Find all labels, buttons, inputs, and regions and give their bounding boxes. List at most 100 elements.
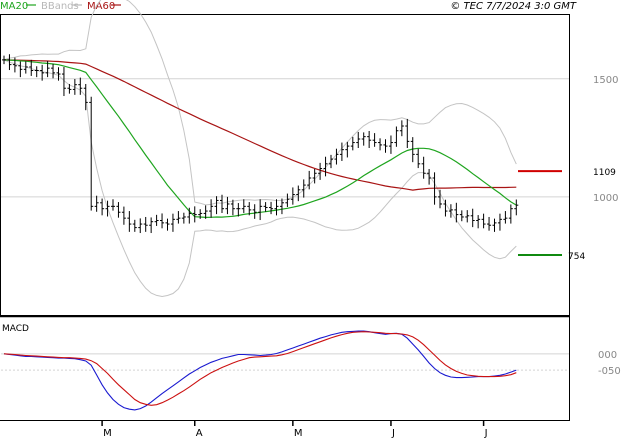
ohlc-bar — [443, 199, 448, 217]
ohlc-bar — [51, 63, 56, 79]
ohlc-bar — [481, 213, 486, 229]
ohlc-bar — [367, 130, 372, 148]
ohlc-bar — [258, 199, 263, 221]
ohlc-bar — [438, 189, 442, 209]
ohlc-bar — [301, 179, 306, 198]
bband-upper-line — [3, 0, 517, 206]
ohlc-bar — [220, 194, 224, 213]
copyright-text: © TEC 7/7/2024 3:0 GMT — [450, 1, 577, 12]
macd-line — [3, 330, 517, 411]
legend-ma20-label: MA20 — [0, 1, 28, 12]
ohlc-bar — [394, 126, 399, 147]
ohlc-bar — [269, 201, 274, 215]
signal-line — [3, 331, 517, 406]
ohlc-bar — [345, 141, 350, 158]
ohlc-bar — [170, 213, 175, 232]
ohlc-bar — [236, 203, 241, 217]
ohlc-bar — [111, 199, 115, 211]
ohlc-bar — [34, 66, 39, 78]
ohlc-bar — [399, 120, 404, 137]
ohlc-bar — [23, 61, 28, 74]
ohlc-bar — [127, 211, 132, 232]
ohlc-bar — [274, 199, 279, 216]
ohlc-bar — [307, 170, 312, 190]
ohlc-bar — [279, 198, 284, 215]
ohlc-bar — [503, 211, 508, 224]
ohlc-bar — [149, 217, 154, 234]
ohlc-bar — [285, 193, 290, 208]
ohlc-bar — [132, 219, 137, 232]
ohlc-bar — [94, 195, 99, 212]
ohlc-bar — [40, 64, 45, 81]
ohlc-bar — [192, 206, 197, 223]
ohlc-bar — [427, 169, 432, 185]
ohlc-bar — [388, 135, 393, 154]
ohlc-bar — [187, 207, 192, 224]
ohlc-bar — [176, 211, 181, 224]
ohlc-bar — [203, 205, 208, 219]
ohlc-bar — [225, 196, 230, 215]
ohlc-bar — [116, 202, 121, 218]
ohlc-bar — [198, 209, 203, 219]
x-tick-label: A — [196, 428, 203, 439]
bband-lower-line — [3, 59, 517, 298]
ohlc-bar — [492, 218, 497, 232]
ohlc-bar — [410, 137, 415, 163]
ohlc-bar — [100, 198, 105, 216]
ohlc-bar — [143, 216, 148, 232]
x-tick-label: M — [103, 428, 112, 439]
price-tick-label: 1000 — [593, 193, 618, 204]
ma20-line — [3, 59, 517, 219]
ohlc-bar — [405, 118, 410, 148]
ohlc-bar — [83, 83, 88, 111]
ohlc-bar — [247, 202, 252, 216]
x-tick-label: J — [391, 428, 395, 439]
ohlc-bar — [12, 57, 17, 73]
ohlc-bar — [432, 172, 437, 205]
legend: MA20 BBands MA60 — [0, 1, 121, 12]
ohlc-bar — [361, 132, 366, 146]
ohlc-bar — [78, 77, 83, 95]
ohlc-bar — [312, 169, 317, 184]
ohlc-bar — [7, 54, 12, 71]
macd-panel-title: MACD — [2, 324, 29, 334]
ohlc-bar — [416, 148, 421, 169]
ohlc-bar — [290, 187, 295, 205]
ohlc-bar — [454, 202, 459, 223]
ohlc-bar — [181, 212, 186, 224]
price-panel-frame — [0, 14, 570, 316]
resistance-level-label: 1109 — [593, 168, 616, 178]
ohlc-bar — [160, 213, 165, 229]
ohlc-bar — [508, 204, 513, 224]
ohlc-bar — [56, 67, 61, 81]
ohlc-bar — [378, 138, 383, 151]
ohlc-bar — [487, 216, 492, 231]
legend-bbands-label: BBands — [41, 1, 79, 12]
ohlc-bar — [214, 196, 219, 215]
ohlc-bar — [514, 199, 519, 216]
support-level-label: 754 — [568, 252, 585, 262]
ohlc-bar — [138, 218, 143, 234]
ohlc-bar — [329, 154, 333, 169]
ohlc-bar — [296, 185, 301, 202]
ohlc-bar — [350, 136, 355, 151]
ohlc-bar — [105, 200, 110, 217]
ohlc-bar — [165, 218, 170, 231]
macd-tick-label: 000 — [598, 350, 617, 361]
x-tick-label: M — [294, 428, 303, 439]
ohlc-bar — [334, 148, 339, 165]
ohlc-bar — [465, 210, 470, 223]
ohlc-bar — [476, 215, 481, 229]
ma60-line — [3, 59, 517, 191]
ohlc-bar — [72, 79, 77, 95]
ohlc-bar — [383, 139, 388, 153]
ohlc-bar — [154, 214, 159, 226]
ohlc-bar — [61, 66, 66, 97]
ohlc-bar — [29, 59, 34, 76]
ohlc-bar — [209, 199, 214, 218]
ohlc-bar — [372, 133, 377, 147]
ohlc-bar — [497, 213, 502, 231]
ohlc-bar — [323, 156, 328, 177]
